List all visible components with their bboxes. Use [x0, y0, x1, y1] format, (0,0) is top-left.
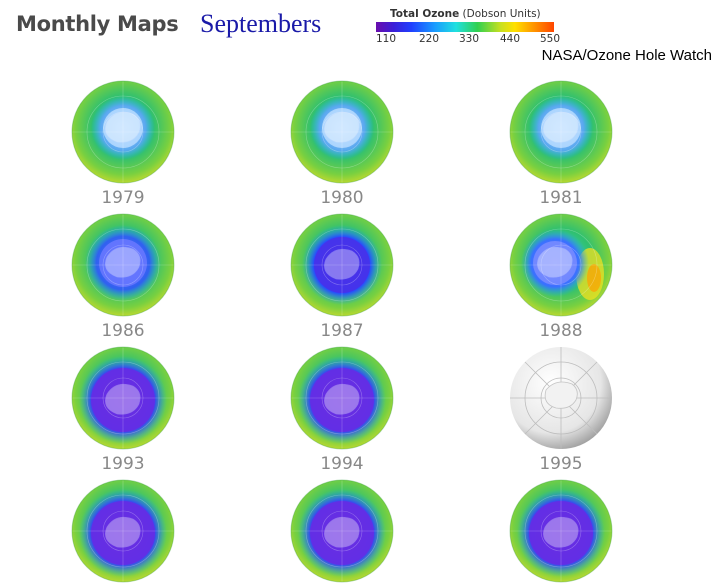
- year-label: 1986: [101, 321, 145, 341]
- year-label: 1979: [101, 188, 145, 208]
- globe-icon: [290, 213, 394, 317]
- globe-icon: [510, 347, 612, 449]
- globe-icon: [71, 213, 175, 317]
- globe-icon: [290, 80, 394, 184]
- ozone-map-panel-11: [289, 478, 395, 584]
- ozone-legend: Total Ozone (Dobson Units) 110 220 330 4…: [375, 8, 560, 46]
- ozone-map-1994: [289, 345, 395, 451]
- globe-icon: [509, 80, 613, 184]
- credit-text: NASA/Ozone Hole Watch: [541, 47, 712, 64]
- legend-tick: 110: [375, 33, 397, 45]
- legend-tick: 550: [539, 33, 561, 45]
- year-label: 1994: [320, 454, 364, 474]
- globe-icon: [71, 479, 175, 583]
- ozone-map-panel-12: [508, 478, 614, 584]
- ozone-map-1979: [70, 79, 176, 185]
- year-label: 1995: [539, 454, 583, 474]
- year-label: 1993: [101, 454, 145, 474]
- ozone-map-1986: [70, 212, 176, 318]
- page-subtitle: Septembers: [200, 9, 322, 38]
- globe-icon: [509, 479, 613, 583]
- globe-icon: [290, 479, 394, 583]
- legend-title-bold: Total Ozone: [390, 8, 460, 20]
- legend-tick: 440: [499, 33, 521, 45]
- year-label: 1980: [320, 188, 364, 208]
- legend-title-units: (Dobson Units): [462, 8, 541, 20]
- legend-tick: 330: [458, 33, 480, 45]
- ozone-map-1987: [289, 212, 395, 318]
- ozone-map-1980: [289, 79, 395, 185]
- year-label: 1981: [539, 188, 583, 208]
- globe-icon: [71, 346, 175, 450]
- ozone-map-1993: [70, 345, 176, 451]
- legend-title: Total Ozone (Dobson Units): [376, 8, 556, 20]
- legend-ticks: 110 220 330 440 550: [375, 32, 560, 46]
- globe-icon: [71, 80, 175, 184]
- globe-icon: [290, 346, 394, 450]
- page-title: Monthly Maps: [16, 12, 179, 36]
- map-grid: 1979 1980: [70, 79, 614, 583]
- ozone-map-1995: [508, 345, 614, 451]
- legend-tick: 220: [418, 33, 440, 45]
- ozone-map-1981: [508, 79, 614, 185]
- year-label: 1988: [539, 321, 583, 341]
- ozone-map-panel-10: [70, 478, 176, 584]
- year-label: 1987: [320, 321, 364, 341]
- ozone-map-1988: [508, 212, 614, 318]
- legend-color-bar: [376, 22, 554, 32]
- globe-icon: [509, 213, 613, 317]
